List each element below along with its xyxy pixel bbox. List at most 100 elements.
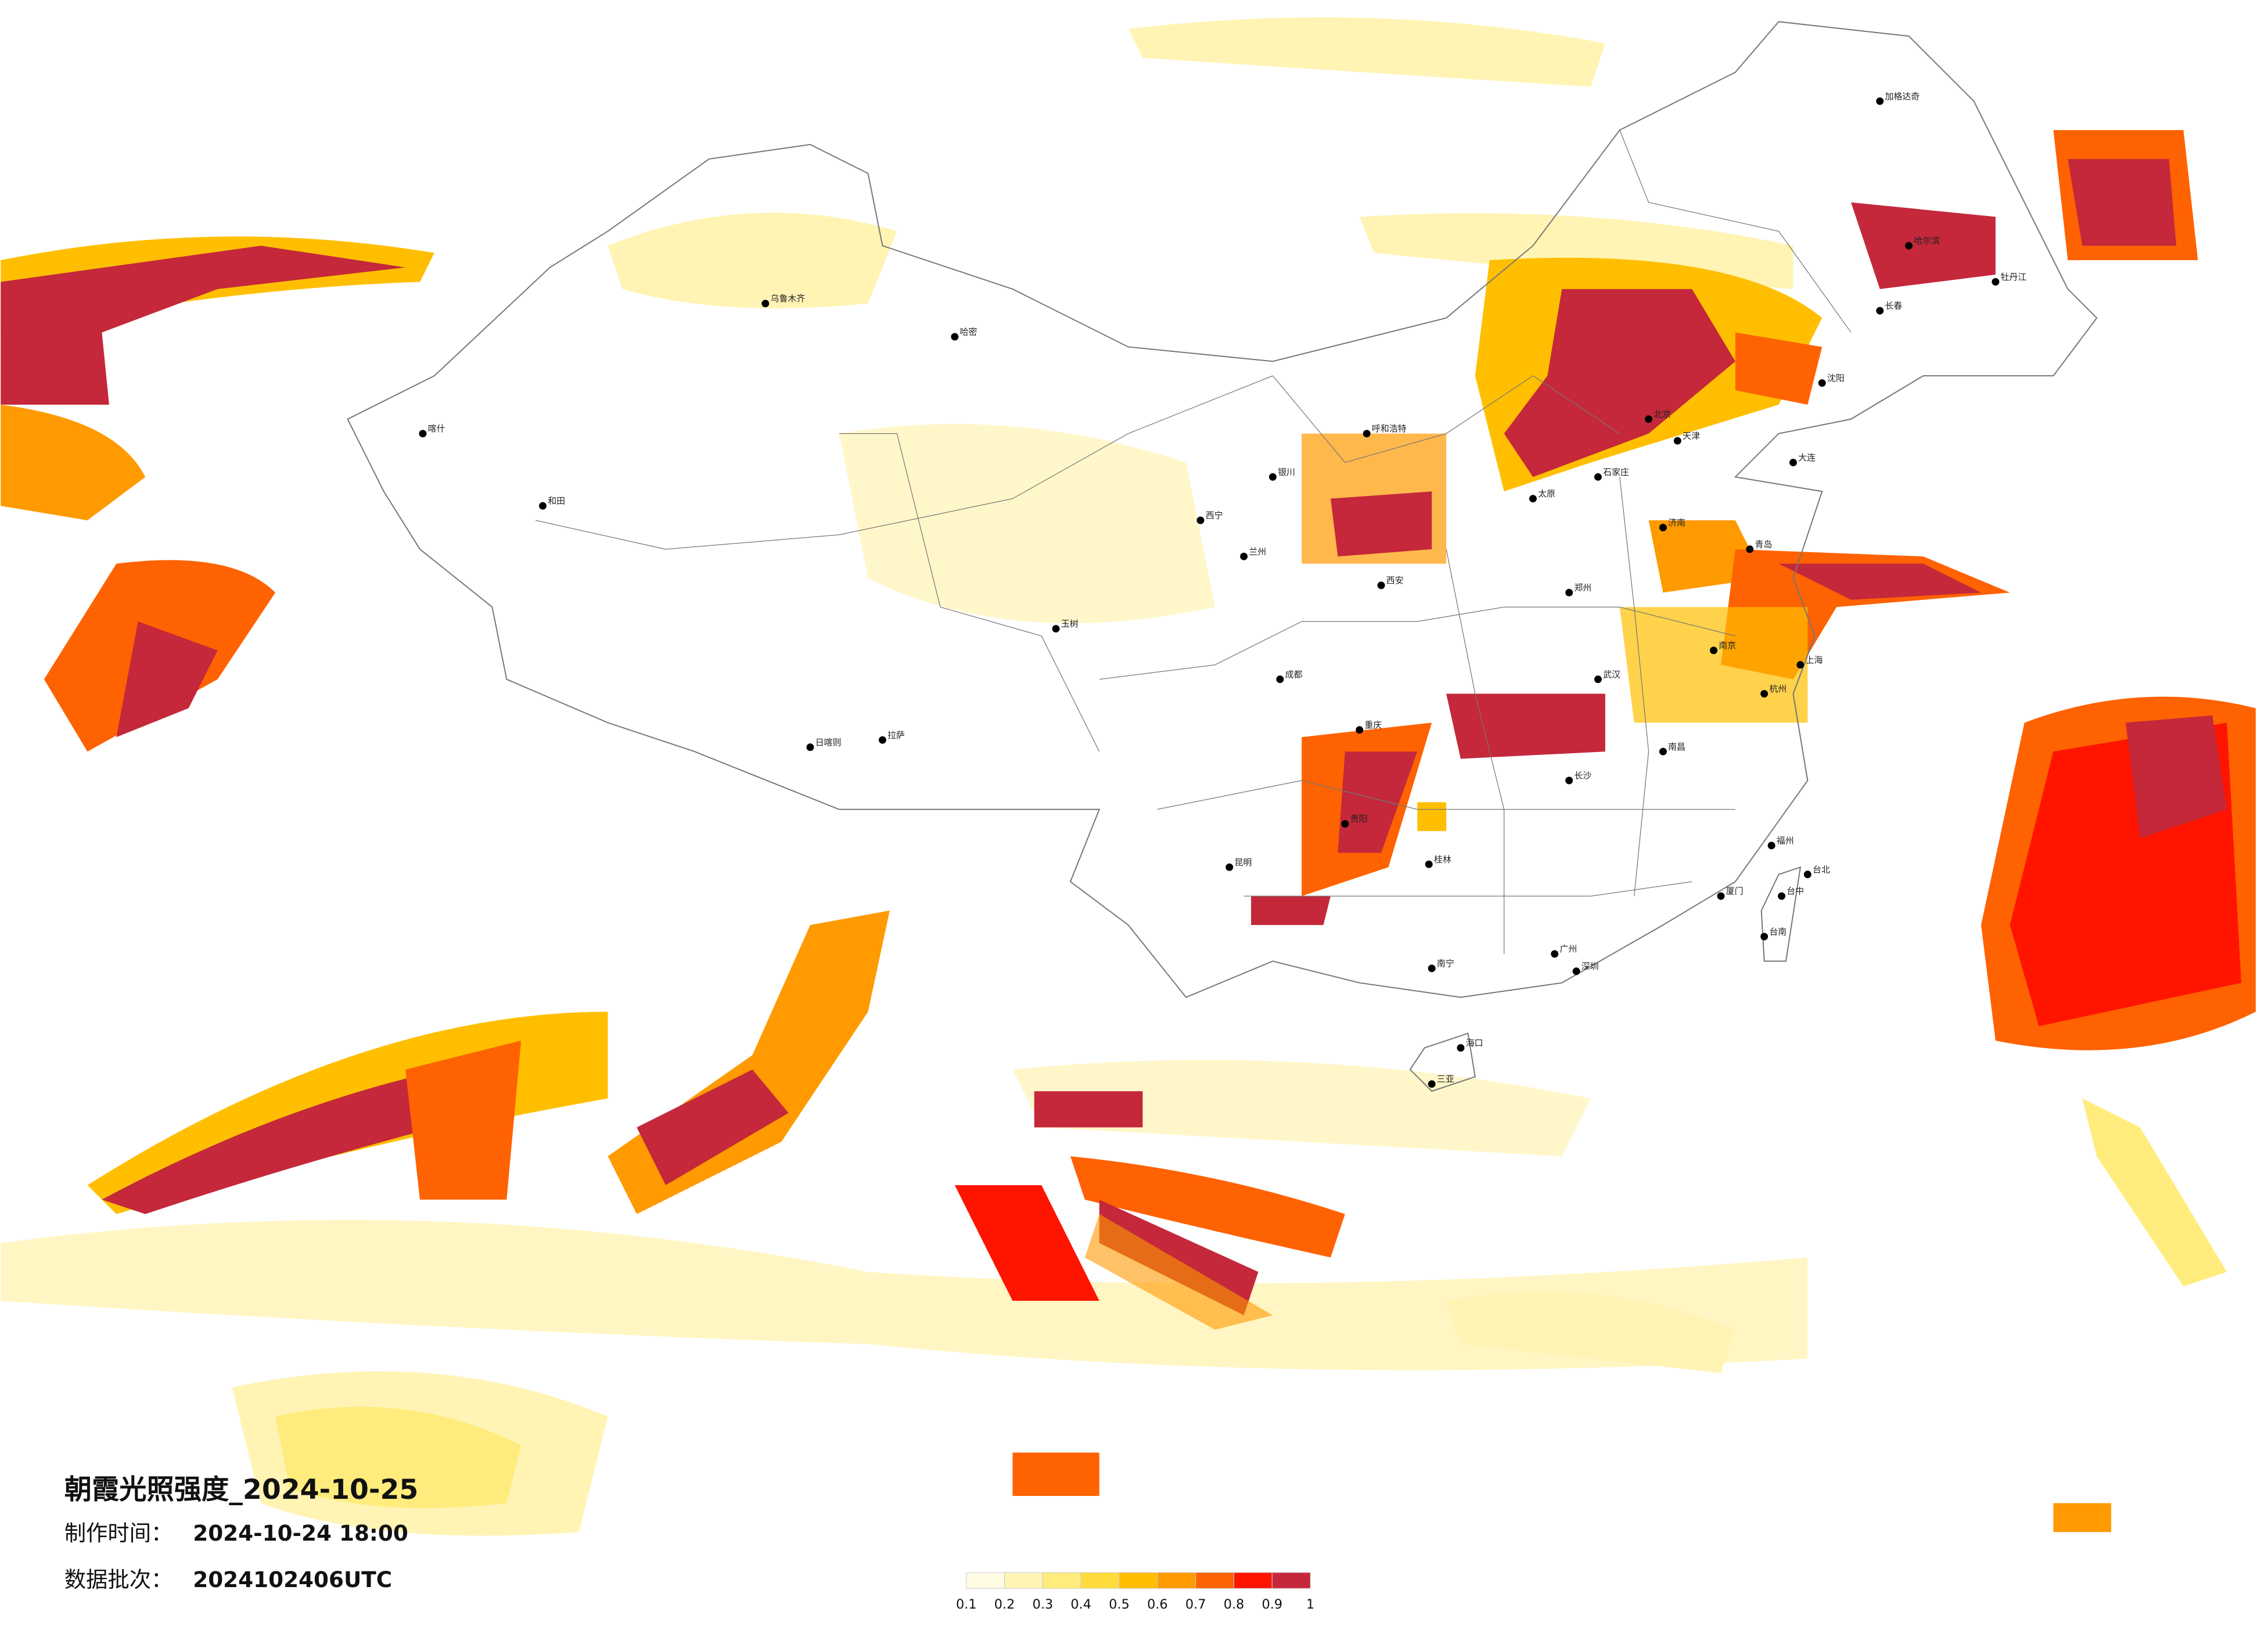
city-label: 重庆 — [1364, 720, 1382, 730]
city-label: 长沙 — [1574, 771, 1591, 781]
made-label: 制作时间： — [64, 1520, 173, 1546]
city-label: 加格达奇 — [1885, 91, 1920, 102]
city-label: 哈密 — [960, 326, 977, 337]
legend-swatch — [1004, 1572, 1043, 1589]
city-dot — [1905, 242, 1913, 250]
city-label: 天津 — [1683, 431, 1700, 441]
legend-tick-label: 0.6 — [1147, 1597, 1168, 1612]
legend-tick-label: 0.5 — [1109, 1597, 1130, 1612]
city-dot — [1565, 776, 1573, 785]
legend-swatch — [1042, 1572, 1081, 1589]
city-label: 大连 — [1798, 452, 1816, 463]
city-dot — [1428, 1080, 1436, 1088]
city-label: 太原 — [1538, 488, 1555, 499]
city-label: 青岛 — [1755, 539, 1772, 549]
legend-swatch — [1271, 1572, 1311, 1589]
city-dot — [419, 430, 427, 438]
heat-layer — [1, 17, 2256, 1536]
city-label: 西安 — [1386, 575, 1404, 586]
city-dot — [1225, 863, 1234, 871]
city-dot — [1746, 545, 1754, 553]
city-label: 拉萨 — [887, 730, 905, 740]
city-dot — [1992, 278, 2000, 286]
city-dot — [1760, 690, 1769, 698]
city-dot — [1428, 965, 1436, 973]
city-dot — [1341, 820, 1349, 828]
city-dot — [1818, 379, 1826, 387]
city-dot — [1803, 870, 1811, 879]
city-dot — [1876, 97, 1884, 105]
city-label: 长春 — [1885, 301, 1902, 311]
city-label: 玉树 — [1061, 618, 1079, 629]
city-dot — [1551, 950, 1559, 958]
city-dot — [539, 502, 547, 510]
city-dot — [1594, 473, 1602, 481]
city-label: 海口 — [1466, 1038, 1483, 1048]
batch-value: 2024102406UTC — [193, 1567, 392, 1592]
city-dot — [1529, 495, 1537, 503]
city-label: 广州 — [1559, 944, 1577, 954]
legend-swatch — [1195, 1572, 1235, 1589]
city-label: 哈尔滨 — [1914, 236, 1940, 246]
city-dot — [1789, 458, 1797, 466]
city-dot — [1876, 307, 1884, 315]
map-title: 朝霞光照强度_2024-10-25 — [64, 1474, 419, 1506]
city-label: 郑州 — [1574, 582, 1591, 593]
city-label: 牡丹江 — [2001, 272, 2027, 282]
city-label: 三亚 — [1437, 1074, 1454, 1084]
city-dot — [1710, 646, 1718, 654]
city-dot — [761, 300, 770, 308]
legend-tick-label: 0.9 — [1262, 1597, 1283, 1612]
legend-tick-label: 0.3 — [1033, 1597, 1054, 1612]
city-label: 昆明 — [1234, 857, 1252, 868]
legend-tick-label: 0.7 — [1185, 1597, 1206, 1612]
city-label: 南昌 — [1668, 742, 1685, 752]
city-label: 台中 — [1787, 886, 1804, 897]
city-dot — [1196, 516, 1205, 524]
city-dot — [1276, 675, 1284, 684]
city-label: 杭州 — [1769, 684, 1787, 694]
city-label: 台北 — [1813, 864, 1830, 875]
city-dot — [951, 333, 959, 341]
city-dot — [1457, 1044, 1465, 1052]
city-dot — [1659, 747, 1667, 756]
city-dot — [1268, 473, 1277, 481]
city-label: 福州 — [1777, 836, 1794, 846]
legend: 0.1 0.2 0.3 0.4 0.5 0.6 0.7 0.8 0.9 1 — [956, 1572, 1314, 1612]
city-dot — [1760, 933, 1769, 941]
legend-tick-label: 0.4 — [1070, 1597, 1091, 1612]
city-dot — [1425, 860, 1433, 868]
legend-swatch — [1080, 1572, 1120, 1589]
legend-swatch — [1234, 1572, 1273, 1589]
city-label: 贵阳 — [1350, 814, 1368, 824]
city-dot — [1767, 841, 1775, 850]
legend-swatch — [966, 1572, 1005, 1589]
city-dot — [1356, 726, 1364, 734]
city-label: 沈阳 — [1827, 373, 1845, 383]
city-dot — [1363, 430, 1371, 438]
city-dot — [1645, 415, 1653, 423]
city-dot — [1572, 967, 1580, 976]
china-outline — [347, 21, 2098, 1092]
city-label: 西宁 — [1206, 510, 1223, 521]
city-label: 武汉 — [1603, 669, 1620, 679]
legend-tick-label: 0.8 — [1224, 1597, 1245, 1612]
city-label: 和田 — [548, 496, 565, 506]
city-label: 成都 — [1285, 669, 1303, 679]
city-label: 桂林 — [1434, 854, 1451, 865]
city-dot — [1377, 581, 1385, 589]
city-dot — [1659, 523, 1667, 531]
city-label: 济南 — [1668, 517, 1685, 528]
city-label: 喀什 — [428, 423, 445, 434]
city-label: 石家庄 — [1603, 467, 1629, 477]
city-dot — [806, 743, 814, 751]
city-label: 银川 — [1278, 467, 1295, 477]
legend-swatch — [1119, 1572, 1158, 1589]
legend-tick-label: 0.2 — [994, 1597, 1015, 1612]
city-label: 南京 — [1719, 641, 1736, 651]
city-dot — [1778, 892, 1785, 900]
city-label: 北京 — [1654, 409, 1671, 419]
city-dot — [1240, 552, 1248, 560]
